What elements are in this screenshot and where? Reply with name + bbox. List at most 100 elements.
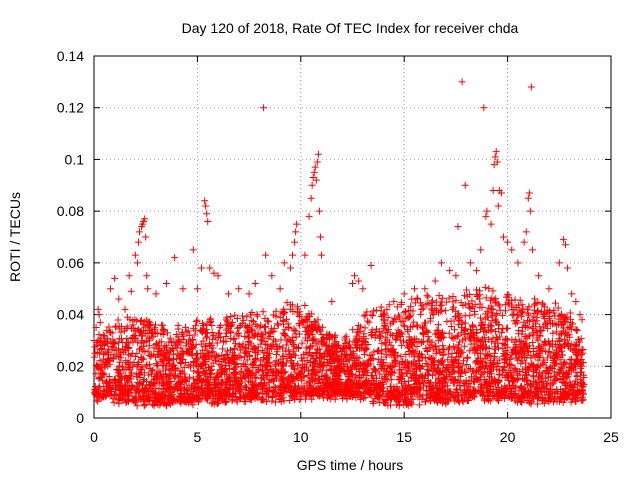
data-point (434, 321, 442, 329)
data-point (559, 236, 567, 244)
data-point (283, 299, 291, 307)
data-point (245, 368, 253, 376)
data-point (456, 381, 464, 389)
data-point (237, 354, 245, 362)
data-point (444, 398, 452, 406)
data-point (141, 329, 149, 337)
data-point (107, 285, 115, 293)
grid-lines (94, 56, 611, 418)
data-point (502, 335, 510, 343)
data-point (543, 319, 551, 327)
data-point (312, 340, 320, 348)
data-point (163, 384, 171, 392)
data-point (285, 346, 293, 354)
data-point (315, 360, 323, 368)
data-point (272, 307, 280, 315)
data-point (485, 285, 493, 293)
data-point (447, 317, 455, 325)
data-point (424, 293, 432, 301)
data-point (154, 345, 162, 353)
data-point (367, 332, 375, 340)
data-point (206, 384, 214, 392)
data-point (252, 349, 260, 357)
data-point (541, 338, 549, 346)
data-point (191, 380, 199, 388)
data-point (319, 379, 327, 387)
data-point (271, 372, 279, 380)
data-point (167, 387, 175, 395)
data-point (325, 346, 333, 354)
data-point (522, 371, 530, 379)
data-point (298, 317, 306, 325)
data-point (409, 395, 417, 403)
data-point (203, 210, 211, 218)
data-point (219, 337, 227, 345)
data-point (131, 352, 139, 360)
data-point (572, 342, 580, 350)
data-point (95, 384, 103, 392)
data-point (142, 338, 150, 346)
data-point (432, 298, 440, 306)
data-point (421, 371, 429, 379)
data-point (156, 367, 164, 375)
data-point (456, 372, 464, 380)
data-point (235, 332, 243, 340)
data-point (513, 348, 521, 356)
data-point (320, 394, 328, 402)
data-point (379, 380, 387, 388)
data-point (166, 400, 174, 408)
data-point (226, 384, 234, 392)
data-point (298, 339, 306, 347)
data-point (529, 316, 537, 324)
data-point (416, 401, 424, 409)
data-point (425, 367, 433, 375)
data-point (165, 365, 173, 373)
data-point (303, 324, 311, 332)
data-point (449, 293, 457, 301)
data-point (227, 346, 235, 354)
data-point (139, 381, 147, 389)
data-point (263, 349, 271, 357)
data-point (410, 380, 418, 388)
data-point (529, 393, 537, 401)
data-point (152, 321, 160, 329)
data-point (376, 370, 384, 378)
data-point (572, 298, 580, 306)
data-point (286, 388, 294, 396)
data-point (295, 396, 303, 404)
data-point (390, 298, 398, 306)
data-point (477, 342, 485, 350)
data-point (146, 364, 154, 372)
data-point (472, 374, 480, 382)
data-point (235, 324, 243, 332)
data-point (532, 326, 540, 334)
data-point (536, 323, 544, 331)
data-point (250, 343, 258, 351)
data-point (545, 285, 553, 293)
data-point (282, 341, 290, 349)
data-point (291, 238, 299, 246)
data-point (369, 312, 377, 320)
data-point (228, 356, 236, 364)
data-point (389, 345, 397, 353)
data-point (358, 382, 366, 390)
data-point (462, 368, 470, 376)
data-point (411, 347, 419, 355)
data-point (151, 328, 159, 336)
data-point (527, 83, 535, 91)
data-point (200, 368, 208, 376)
data-point (333, 364, 341, 372)
data-point (573, 326, 581, 334)
data-point (406, 312, 414, 320)
data-point (381, 397, 389, 405)
data-point (280, 369, 288, 376)
data-point (464, 353, 472, 361)
data-point (188, 336, 196, 344)
data-point (295, 312, 303, 320)
data-point (488, 326, 496, 334)
data-point (266, 366, 274, 374)
data-point (178, 396, 186, 404)
data-point (93, 396, 101, 404)
data-point (244, 328, 252, 336)
data-point (152, 394, 160, 402)
